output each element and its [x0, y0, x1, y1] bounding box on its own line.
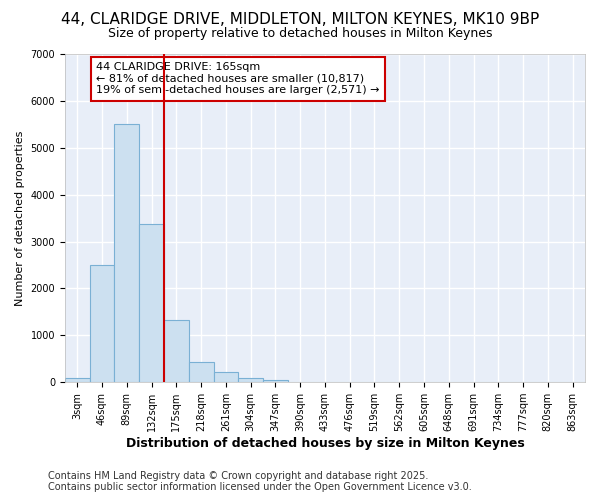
Bar [263, 380, 288, 382]
Bar [89, 265, 115, 382]
Text: 44, CLARIDGE DRIVE, MIDDLETON, MILTON KEYNES, MK10 9BP: 44, CLARIDGE DRIVE, MIDDLETON, MILTON KE… [61, 12, 539, 28]
Bar [139, 224, 164, 382]
Bar [65, 378, 89, 382]
Bar [164, 320, 189, 382]
Bar [189, 362, 214, 382]
Text: Size of property relative to detached houses in Milton Keynes: Size of property relative to detached ho… [108, 28, 492, 40]
Text: 44 CLARIDGE DRIVE: 165sqm
← 81% of detached houses are smaller (10,817)
19% of s: 44 CLARIDGE DRIVE: 165sqm ← 81% of detac… [96, 62, 380, 96]
Bar [238, 378, 263, 382]
Y-axis label: Number of detached properties: Number of detached properties [15, 130, 25, 306]
X-axis label: Distribution of detached houses by size in Milton Keynes: Distribution of detached houses by size … [125, 437, 524, 450]
Bar [115, 124, 139, 382]
Bar [214, 372, 238, 382]
Text: Contains HM Land Registry data © Crown copyright and database right 2025.
Contai: Contains HM Land Registry data © Crown c… [48, 471, 472, 492]
